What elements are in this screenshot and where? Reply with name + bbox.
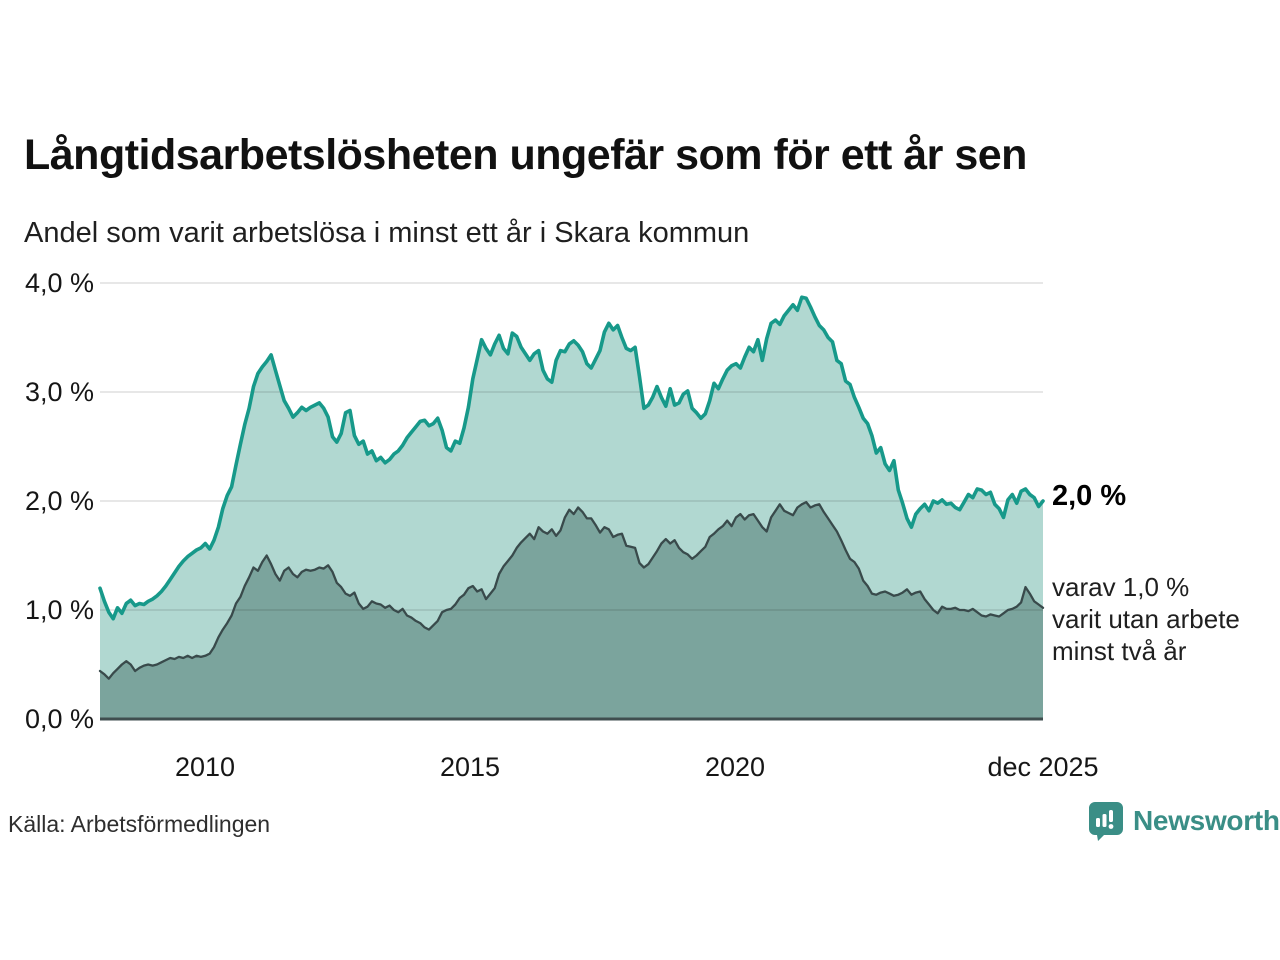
y-axis-label-2: 2,0 % xyxy=(24,486,94,516)
y-axis-label-0: 0,0 % xyxy=(24,704,94,734)
x-axis-label-2015: 2015 xyxy=(439,752,501,782)
x-axis-label-2010: 2010 xyxy=(174,752,236,782)
newsworthy-logo-text: Newsworthy xyxy=(1133,805,1280,836)
end-value-annotation: 2,0 % xyxy=(1052,480,1127,512)
secondary-annotation-line1: varav 1,0 % xyxy=(1052,572,1190,602)
newsworthy-logo: Newsworthy xyxy=(1088,801,1280,841)
secondary-annotation-line2: varit utan arbete xyxy=(1052,604,1240,634)
x-axis-label-2020: 2020 xyxy=(704,752,766,782)
source-note: Källa: Arbetsförmedlingen xyxy=(8,811,271,837)
y-axis-label-3: 3,0 % xyxy=(24,377,94,407)
newsworthy-logo-icon xyxy=(1089,802,1123,841)
page-title: Långtidsarbetslösheten ungefär som för e… xyxy=(24,131,1027,179)
x-axis-label-dec-2025: dec 2025 xyxy=(987,752,1099,782)
y-axis-label-4: 4,0 % xyxy=(24,268,94,298)
secondary-annotation-line3: minst två år xyxy=(1052,636,1187,666)
chart-subtitle: Andel som varit arbetslösa i minst ett å… xyxy=(24,217,750,249)
y-axis-label-1: 1,0 % xyxy=(24,595,94,625)
secondary-series-annotation: varav 1,0 % varit utan arbete minst två … xyxy=(1052,571,1240,667)
